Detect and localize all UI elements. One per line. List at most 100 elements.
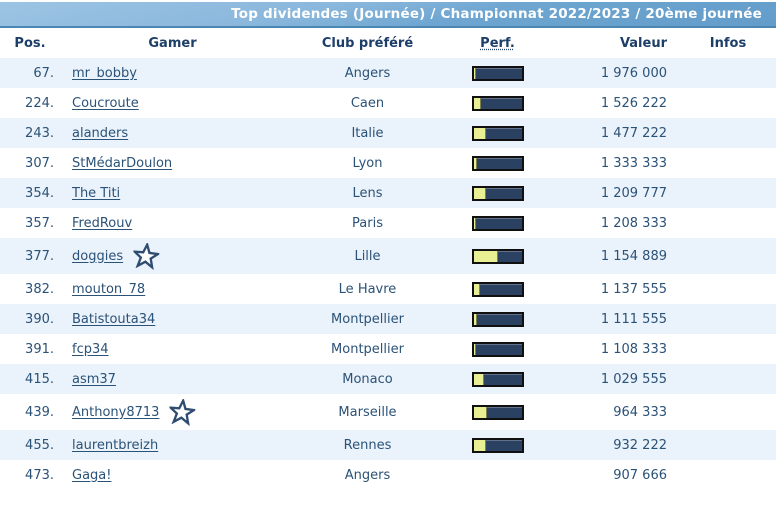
perf-cell: [450, 155, 545, 171]
gamer-cell: fcp34: [60, 342, 285, 357]
rank-cell: 243.: [25, 125, 54, 141]
page-title-bar: Top dividendes (Journée) / Championnat 2…: [0, 2, 776, 28]
table-row: 377. doggies Lille 1 154 889: [0, 238, 776, 274]
gamer-cell: laurentbreizh: [60, 438, 285, 453]
club-cell: Rennes: [343, 437, 392, 453]
gamer-link[interactable]: StMédarDoulon: [72, 155, 173, 171]
gamer-cell: Anthony8713: [60, 397, 285, 427]
perf-cell: [450, 248, 545, 264]
perf-bar-fill: [473, 313, 477, 325]
perf-bar: [471, 371, 524, 387]
club-cell: Montpellier: [331, 341, 404, 357]
perf-bar: [471, 155, 524, 171]
gamer-link[interactable]: mr_bobby: [72, 65, 137, 81]
rank-cell: 224.: [25, 95, 54, 111]
rank-cell: 391.: [25, 341, 54, 357]
gamer-link[interactable]: fcp34: [72, 341, 109, 357]
table-body: 67. mr_bobby Angers 1 976 000 224. Coucr…: [0, 58, 776, 490]
table-header-row: Pos. Gamer Club préféré Perf. Valeur Inf…: [0, 28, 776, 58]
column-header-perf-cell: Perf.: [450, 36, 545, 51]
club-cell: Marseille: [338, 404, 397, 420]
table-row: 357. FredRouv Paris 1 208 333: [0, 208, 776, 238]
perf-bar: [471, 437, 524, 453]
gamer-cell: mr_bobby: [60, 66, 285, 81]
star-icon: [168, 397, 197, 427]
club-cell: Lille: [354, 248, 381, 264]
gamer-link[interactable]: The Titi: [72, 185, 121, 201]
value-cell: 907 666: [613, 467, 667, 483]
gamer-link[interactable]: Anthony8713: [72, 404, 160, 420]
perf-cell: [450, 125, 545, 141]
gamer-cell: asm37: [60, 372, 285, 387]
perf-bar-fill: [473, 217, 477, 229]
perf-bar-fill: [473, 187, 487, 199]
club-cell: Italie: [351, 125, 384, 141]
perf-cell: [450, 404, 545, 420]
table-row: 439. Anthony8713 Marseille 964 333: [0, 394, 776, 430]
perf-bar-fill: [473, 439, 486, 451]
gamer-link[interactable]: Batistouta34: [72, 311, 156, 327]
gamer-link[interactable]: asm37: [72, 371, 116, 387]
page-title: Top dividendes (Journée) / Championnat 2…: [231, 6, 762, 22]
perf-bar: [471, 311, 524, 327]
gamer-link[interactable]: laurentbreizh: [72, 437, 159, 453]
column-header-perf-sort-link[interactable]: Perf.: [480, 35, 515, 51]
rank-cell: 67.: [33, 65, 54, 81]
table-row: 354. The Titi Lens 1 209 777: [0, 178, 776, 208]
perf-cell: [450, 215, 545, 231]
gamer-cell: mouton_78: [60, 282, 285, 297]
rank-cell: 390.: [25, 311, 54, 327]
perf-bar-fill: [473, 127, 487, 139]
perf-bar-fill: [473, 406, 487, 418]
value-cell: 1 976 000: [600, 65, 667, 81]
rank-cell: 455.: [25, 437, 54, 453]
value-cell: 1 029 555: [600, 371, 667, 387]
value-cell: 1 154 889: [600, 248, 667, 264]
perf-cell: [450, 95, 545, 111]
gamer-link[interactable]: Gaga!: [72, 467, 112, 483]
perf-bar-fill: [473, 373, 484, 385]
gamer-link[interactable]: FredRouv: [72, 215, 133, 231]
club-cell: Angers: [344, 65, 391, 81]
perf-bar-fill: [473, 67, 477, 79]
column-header-pos: Pos.: [14, 35, 46, 51]
value-cell: 1 209 777: [600, 185, 667, 201]
perf-bar: [471, 215, 524, 231]
rank-cell: 415.: [25, 371, 54, 387]
rank-cell: 473.: [25, 467, 54, 483]
gamer-cell: alanders: [60, 126, 285, 141]
column-header-infos: Infos: [709, 35, 747, 51]
table-row: 455. laurentbreizh Rennes 932 222: [0, 430, 776, 460]
perf-bar: [471, 404, 524, 420]
club-cell: Lyon: [352, 155, 383, 171]
perf-cell: [450, 65, 545, 81]
perf-bar: [471, 185, 524, 201]
perf-cell: [450, 185, 545, 201]
club-cell: Lens: [352, 185, 383, 201]
table-row: 307. StMédarDoulon Lyon 1 333 333: [0, 148, 776, 178]
rank-cell: 357.: [25, 215, 54, 231]
perf-bar-fill: [473, 343, 477, 355]
perf-bar: [471, 65, 524, 81]
gamer-link[interactable]: mouton_78: [72, 281, 146, 297]
gamer-link[interactable]: doggies: [72, 248, 124, 264]
value-cell: 1 526 222: [600, 95, 667, 111]
rank-cell: 307.: [25, 155, 54, 171]
club-cell: Montpellier: [331, 311, 404, 327]
gamer-link[interactable]: alanders: [72, 125, 129, 141]
perf-bar-fill: [473, 283, 481, 295]
value-cell: 1 333 333: [600, 155, 667, 171]
club-cell: Caen: [350, 95, 385, 111]
value-cell: 1 137 555: [600, 281, 667, 297]
rank-cell: 439.: [25, 404, 54, 420]
club-cell: Paris: [352, 215, 383, 231]
rank-cell: 354.: [25, 185, 54, 201]
gamer-link[interactable]: Coucroute: [72, 95, 139, 111]
table-row: 473. Gaga! Angers 907 666: [0, 460, 776, 490]
value-cell: 1 208 333: [600, 215, 667, 231]
column-header-club: Club préféré: [321, 35, 414, 51]
perf-bar: [471, 248, 524, 264]
table-row: 415. asm37 Monaco 1 029 555: [0, 364, 776, 394]
club-cell: Le Havre: [338, 281, 397, 297]
